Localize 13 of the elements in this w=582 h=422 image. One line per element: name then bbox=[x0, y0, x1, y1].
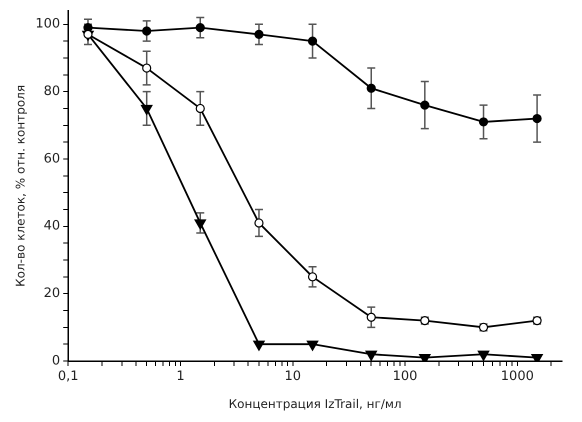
y-tick-label: 40 bbox=[44, 218, 60, 234]
x-axis-title: Концентрация IzTrail, нг/мл bbox=[228, 396, 402, 411]
y-tick-label: 60 bbox=[44, 151, 60, 166]
x-tick-label: 10 bbox=[284, 369, 302, 384]
y-tick-label: 20 bbox=[44, 286, 60, 302]
y-tick-label: 0 bbox=[52, 353, 60, 368]
y-tick-label: 100 bbox=[35, 16, 60, 32]
x-tick-label: 0,1 bbox=[58, 369, 79, 384]
x-tick-label: 100 bbox=[392, 369, 418, 384]
y-tick-label: 80 bbox=[44, 84, 60, 99]
x-tick-label: 1 bbox=[176, 369, 185, 384]
x-tick-label: 1000 bbox=[500, 369, 534, 384]
y-axis-title: Кол-во клеток, % отн. контроля bbox=[13, 84, 28, 287]
